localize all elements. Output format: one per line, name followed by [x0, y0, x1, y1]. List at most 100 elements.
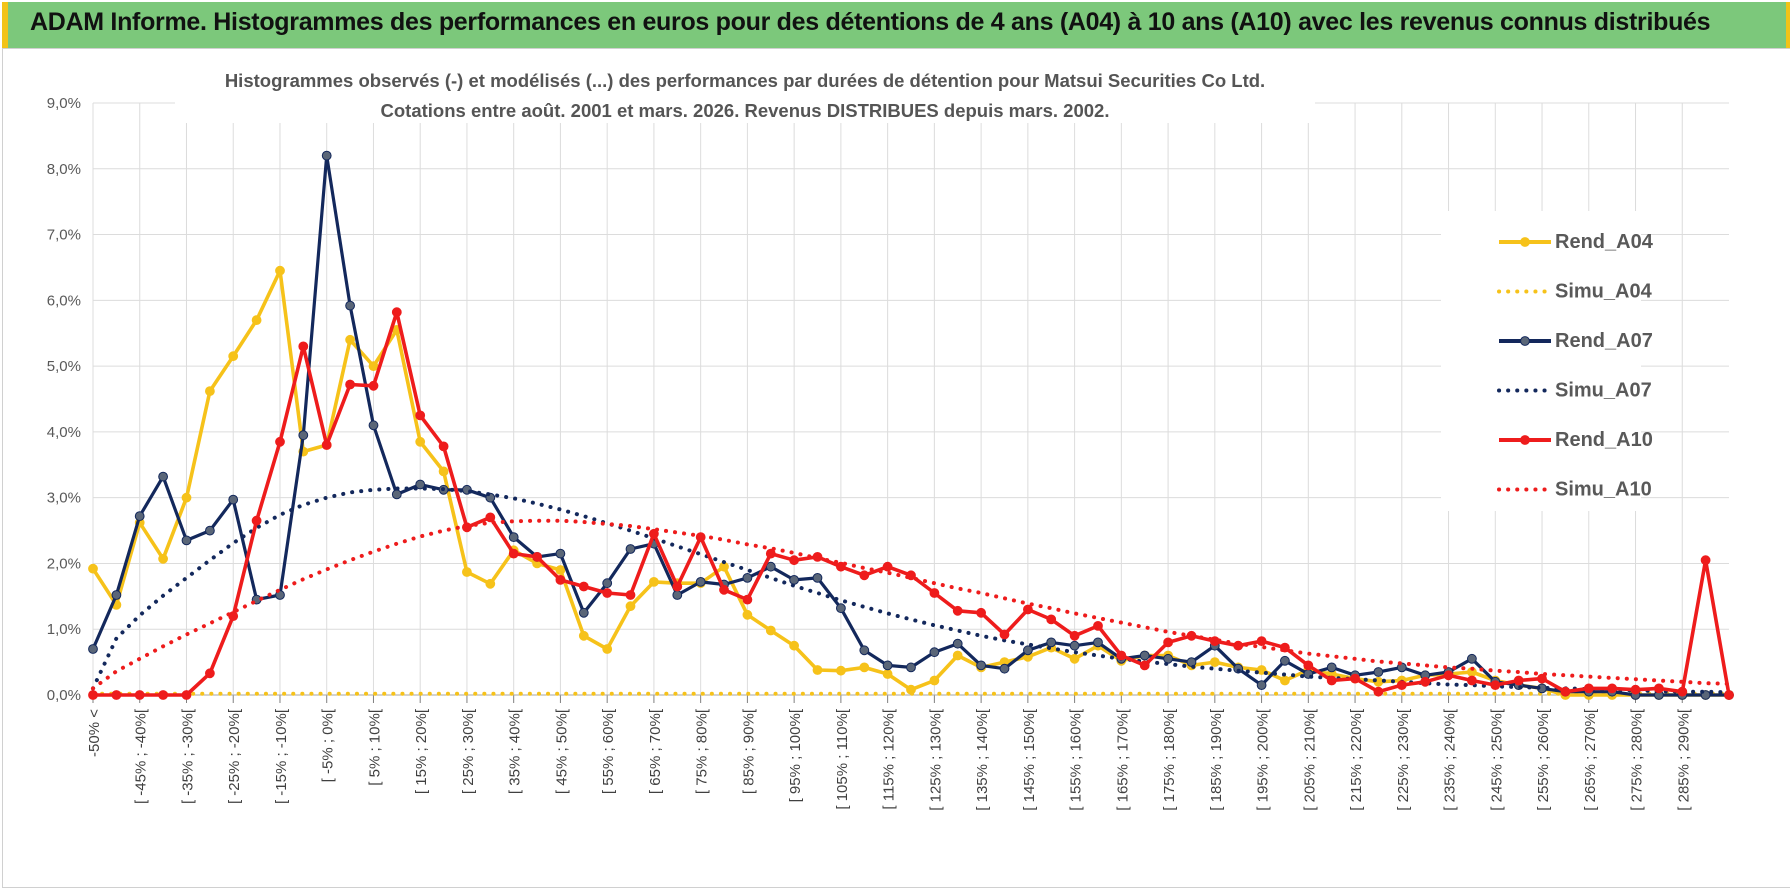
data-point — [602, 644, 613, 654]
x-tick-label: [ 275% ; 280%[ — [1629, 708, 1646, 811]
series-line-simu-a07 — [91, 486, 1731, 695]
data-point — [134, 511, 145, 522]
data-point — [976, 660, 986, 671]
data-point — [742, 573, 753, 583]
y-tick-label: 7,0% — [47, 227, 81, 244]
data-point — [1093, 637, 1103, 648]
data-point — [812, 665, 823, 675]
data-point — [321, 150, 332, 161]
data-point — [625, 590, 636, 600]
data-point — [1677, 686, 1688, 697]
data-point — [555, 548, 566, 559]
x-tick-label: [ 35% ; 40%[ — [507, 708, 524, 794]
banner-title: ADAM Informe. Histogrammes des performan… — [30, 8, 1711, 36]
data-point — [1396, 680, 1407, 690]
axes — [92, 694, 1729, 703]
data-point — [1373, 667, 1384, 677]
data-point — [1256, 680, 1267, 690]
data-point — [181, 690, 192, 700]
data-point — [789, 575, 799, 585]
x-tick-label: [ 105% ; 110%[ — [834, 708, 851, 809]
x-tick-label: [ -25% ; -20%[ — [226, 708, 243, 804]
data-point — [625, 544, 636, 554]
x-tick-label: [ 145% ; 150%[ — [1021, 708, 1038, 811]
data-point — [415, 436, 426, 447]
data-point — [649, 528, 659, 539]
data-point — [789, 640, 799, 651]
line-chart: Histogrammes observés (-) et modélisés (… — [47, 61, 1734, 811]
data-point — [836, 665, 846, 676]
data-point — [134, 690, 145, 700]
data-point — [952, 605, 963, 616]
data-point — [251, 315, 262, 326]
data-point — [742, 609, 753, 620]
x-tick-label: [ 65% ; 70%[ — [647, 708, 664, 794]
data-point — [1069, 640, 1080, 651]
title-background — [175, 61, 1315, 123]
data-point — [1209, 657, 1220, 667]
data-point — [158, 690, 169, 700]
legend-background — [1441, 211, 1641, 511]
x-tick-label: [ 25% ; 30%[ — [460, 708, 477, 794]
x-tick-label: [ 215% ; 220%[ — [1348, 708, 1365, 811]
data-point — [882, 660, 893, 671]
data-point — [298, 341, 309, 352]
data-point — [1046, 637, 1057, 648]
data-point — [765, 548, 776, 559]
x-tick-label: [ 225% ; 230%[ — [1395, 708, 1412, 811]
x-tick-label: [ 285% ; 290%[ — [1675, 708, 1692, 811]
x-tick-label: [ 55% ; 60%[ — [600, 708, 617, 794]
y-tick-label: 1,0% — [47, 621, 81, 638]
x-axis-ticks: -50% < [ -45% ; -40%[[ -35% ; -30%[[ -25%… — [86, 708, 1692, 811]
data-point — [508, 548, 519, 559]
legend-label-rend-a04: Rend_A04 — [1555, 231, 1654, 253]
data-point — [1443, 670, 1454, 681]
data-point — [1023, 645, 1033, 656]
data-point — [1163, 637, 1173, 648]
data-point — [205, 525, 215, 536]
data-point — [485, 578, 496, 589]
data-point — [1256, 665, 1267, 675]
x-tick-label: [ -35% ; -30%[ — [179, 708, 196, 804]
data-point — [88, 690, 98, 700]
legend: Rend_A04 Simu_A04 Rend_A07 Simu_A07 Rend_A10… — [1441, 211, 1654, 511]
data-point — [368, 380, 379, 391]
data-point — [578, 607, 589, 618]
data-point — [321, 440, 332, 450]
data-point — [929, 588, 940, 598]
data-point — [555, 565, 566, 575]
data-point — [1280, 675, 1290, 686]
data-point — [1607, 683, 1617, 694]
data-point — [462, 567, 472, 577]
data-point — [1560, 686, 1571, 697]
data-point — [1490, 680, 1501, 690]
data-point — [345, 300, 356, 311]
data-point — [1186, 657, 1197, 667]
data-point — [485, 512, 496, 523]
data-point — [1700, 555, 1711, 566]
x-tick-label: [ 85% ; 90%[ — [740, 708, 757, 794]
legend-label-simu-a10: Simu_A10 — [1555, 479, 1652, 501]
data-point — [695, 577, 706, 587]
data-point — [649, 577, 659, 587]
data-point — [1420, 676, 1431, 687]
chart-area: Histogrammes observés (-) et modélisés (… — [2, 48, 1790, 888]
legend-label-rend-a07: Rend_A07 — [1555, 330, 1653, 352]
data-point — [1023, 604, 1033, 615]
chart-title: Histogrammes observés (-) et modélisés (… — [225, 70, 1265, 91]
data-point — [228, 351, 239, 362]
y-tick-label: 4,0% — [47, 424, 81, 441]
banner: ADAM Informe. Histogrammes des performan… — [2, 2, 1790, 48]
data-point — [438, 441, 449, 452]
series-rend-a10 — [88, 307, 1734, 700]
series-simu-a07 — [91, 486, 1731, 695]
data-point — [368, 361, 379, 372]
data-point — [602, 588, 613, 598]
legend-marker-rend-a07 — [1520, 336, 1530, 346]
data-point — [111, 690, 122, 700]
x-tick-label: [ 185% ; 190%[ — [1208, 708, 1225, 811]
x-tick-label: [ 235% ; 240%[ — [1442, 708, 1459, 811]
x-tick-label: [ 115% ; 120%[ — [881, 708, 898, 809]
data-point — [228, 494, 239, 505]
